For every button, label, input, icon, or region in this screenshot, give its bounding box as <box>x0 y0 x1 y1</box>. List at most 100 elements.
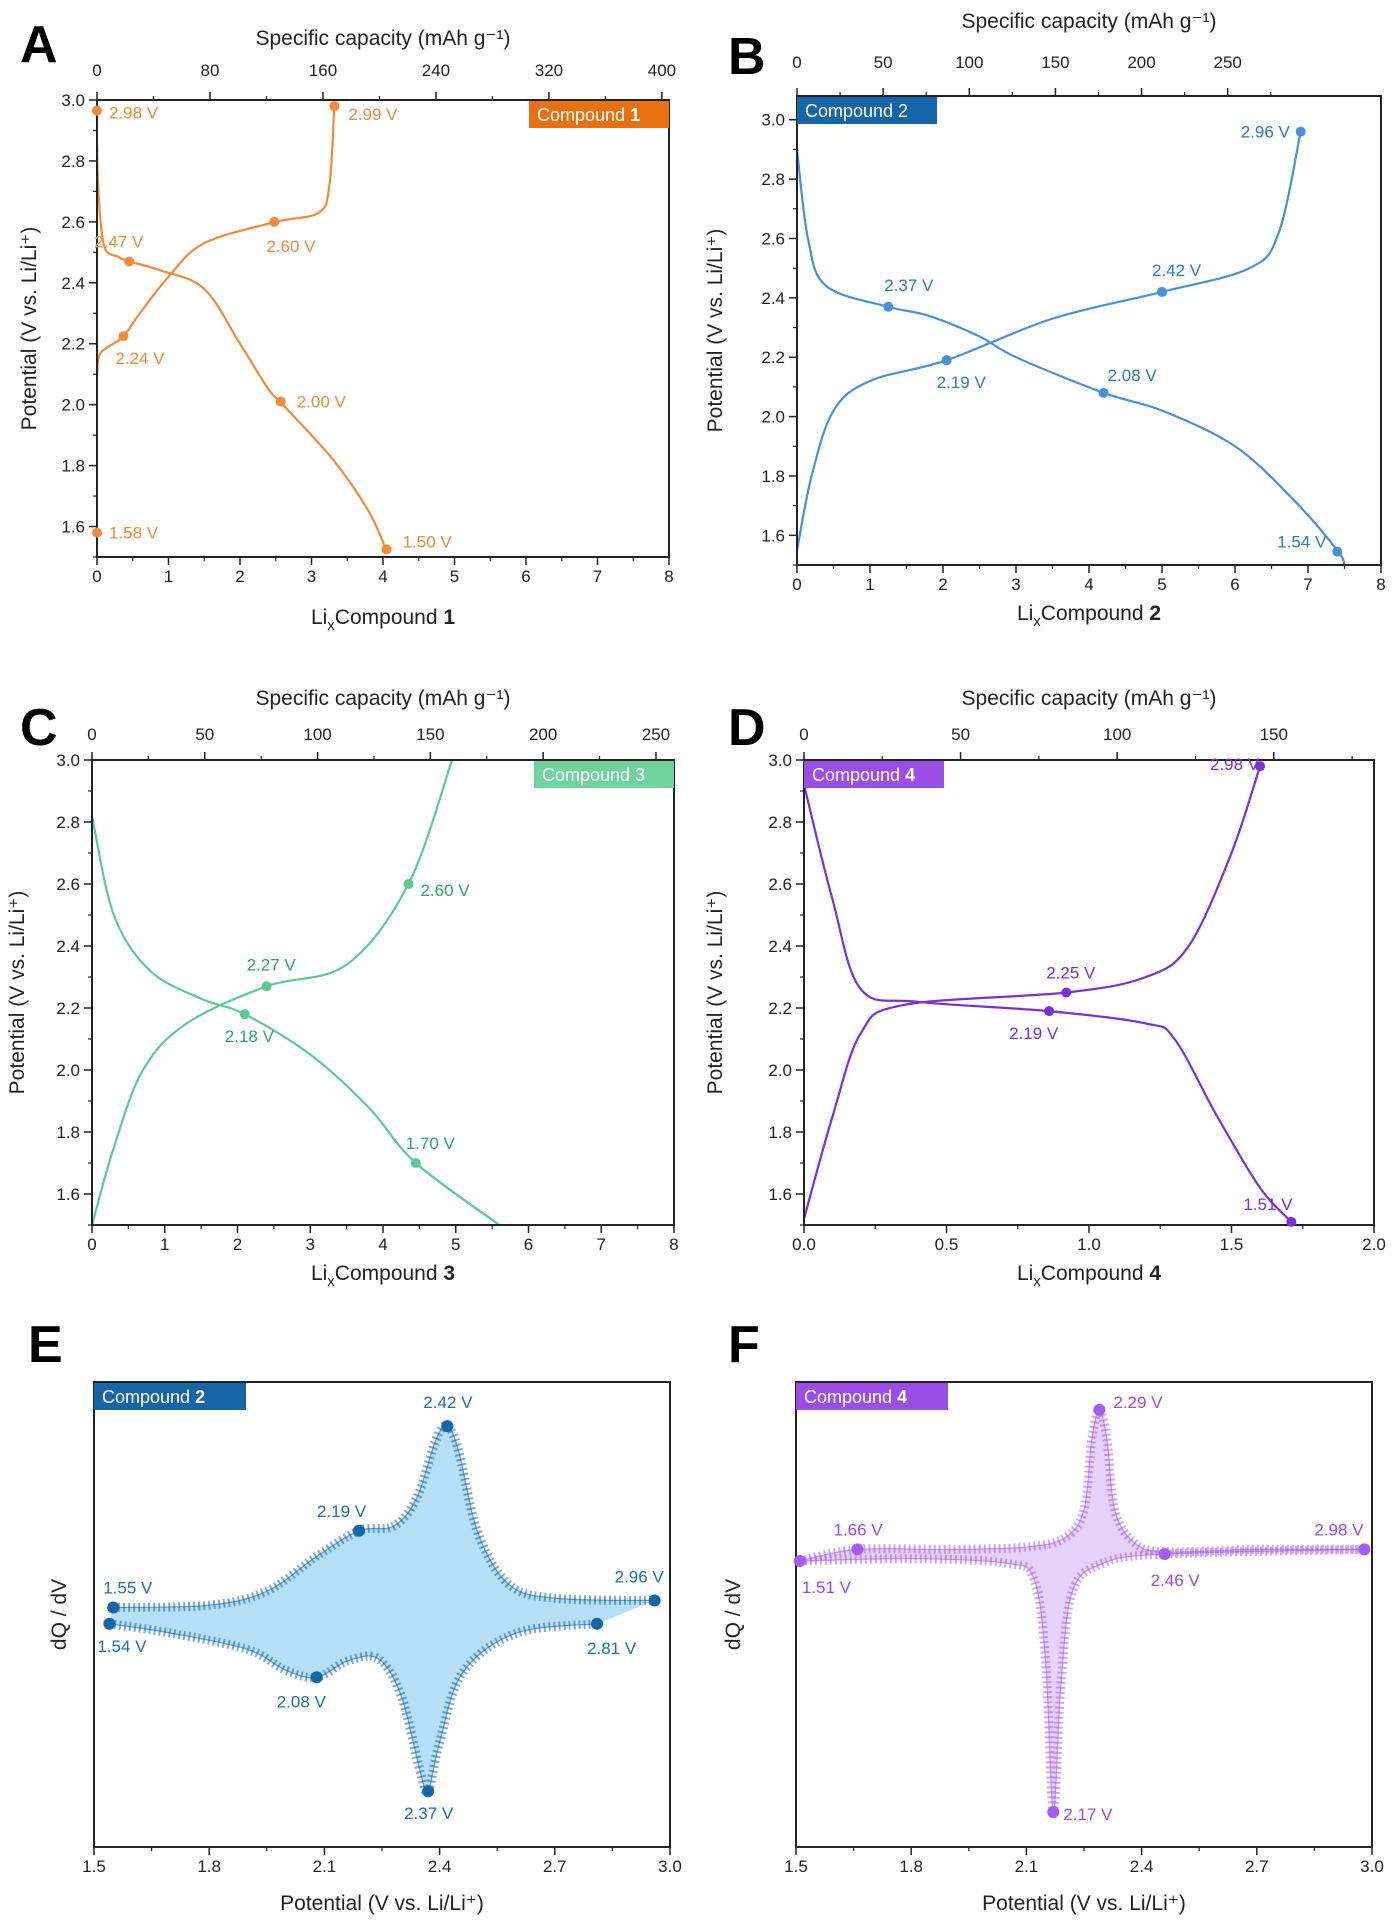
top-axis-title: Specific capacity (mAh g⁻¹) <box>256 687 511 710</box>
data-point-marker <box>329 101 340 112</box>
data-point-label: 1.51 V <box>802 1578 852 1597</box>
x-tick-label: 6 <box>521 567 530 586</box>
x-tick-label: 2.7 <box>543 1857 567 1876</box>
data-point-marker <box>793 1555 806 1568</box>
panel-d: D 0.0 0.5 1.0 1.5 2.0 1.6 1.8 2.0 2.2 2.4 2.6 2.8 3.0… <box>704 687 1386 1290</box>
x-tick-label: 2 <box>235 567 244 586</box>
panel-letter: B <box>728 28 766 86</box>
data-point-label: 2.37 V <box>404 1804 454 1823</box>
y-tick-label: 2.2 <box>61 335 85 354</box>
y-tick-label: 2.0 <box>56 1061 80 1080</box>
x-tick-label: 6 <box>1230 575 1239 594</box>
data-point-label: 2.96 V <box>615 1568 665 1587</box>
y-tick-label: 2.6 <box>61 213 85 232</box>
x-tick-label: 3 <box>306 1235 315 1254</box>
x-tick-label: 0 <box>792 575 801 594</box>
x-axis-title-text: Potential (V vs. Li/Li⁺) <box>280 1892 484 1915</box>
series-group <box>797 131 1346 565</box>
plot-frame <box>96 99 670 558</box>
y-tick-label: 1.8 <box>768 1123 792 1142</box>
y-tick-label: 2.0 <box>761 408 785 427</box>
x-tick-label: 2.7 <box>1245 1857 1269 1876</box>
area-fill <box>109 1425 655 1793</box>
data-point-marker <box>381 544 392 555</box>
top-tick-label: 0 <box>799 725 808 744</box>
x-axis-title: LixCompound 4 <box>1017 1262 1161 1290</box>
y-tick-label: 2.6 <box>761 229 785 248</box>
data-point-marker <box>1158 1548 1171 1561</box>
top-tick-label: 80 <box>201 61 220 80</box>
data-point-label: 1.55 V <box>103 1579 153 1598</box>
x-axis-title: LixCompound 2 <box>1017 602 1161 630</box>
x-tick-label: 0.5 <box>935 1235 959 1254</box>
plot-frame <box>803 759 1375 1226</box>
top-tick-label: 240 <box>422 61 450 80</box>
top-tick-label: 50 <box>195 725 214 744</box>
data-point-label: 2.98 V <box>109 104 159 123</box>
data-point-label: 2.27 V <box>247 955 297 974</box>
data-point-label: 2.17 V <box>1063 1805 1113 1824</box>
x-tick-label: 2.1 <box>313 1857 337 1876</box>
data-point-label: 2.81 V <box>587 1639 637 1658</box>
top-tick-label: 100 <box>303 725 331 744</box>
series-reduction <box>799 1548 1365 1813</box>
svg-text:Compound 2: Compound 2 <box>805 101 908 121</box>
x-tick-label: 5 <box>451 1235 460 1254</box>
x-axis-title-text: Compound <box>335 1262 444 1285</box>
top-tick-label: 150 <box>416 725 444 744</box>
badge-text: Compound 2 <box>805 101 908 121</box>
top-tick-label: 0 <box>92 61 101 80</box>
data-point-label: 2.98 V <box>1210 755 1260 774</box>
data-point-label: 2.99 V <box>348 105 398 124</box>
y-tick-label: 2.4 <box>768 937 792 956</box>
x-axis-subscript: x <box>327 1273 335 1290</box>
x-tick-label: 1 <box>160 1235 169 1254</box>
data-point-marker <box>883 301 894 312</box>
compound-badge: Compound 2 <box>94 1383 246 1410</box>
series-discharge <box>804 784 1293 1223</box>
top-tick-label: 250 <box>1213 53 1241 72</box>
top-axis-title: Specific capacity (mAh g⁻¹) <box>962 10 1217 33</box>
data-point-label: 2.08 V <box>277 1692 327 1711</box>
top-tick-label: 320 <box>535 61 563 80</box>
y-tick-label: 1.6 <box>768 1185 792 1204</box>
data-point-label: 2.60 V <box>420 881 470 900</box>
top-tick-label: 250 <box>642 725 670 744</box>
top-tick-label: 200 <box>529 725 557 744</box>
svg-text:Compound 4: Compound 4 <box>804 1387 907 1407</box>
x-axis-compound-number: 4 <box>1149 1262 1161 1285</box>
x-axis-compound-number: 2 <box>1149 602 1161 625</box>
data-point-marker <box>403 879 414 889</box>
data-point-marker <box>410 1158 421 1168</box>
data-point-label: 2.60 V <box>266 237 316 256</box>
data-point-marker <box>941 355 952 366</box>
x-tick-label: 4 <box>1084 575 1093 594</box>
data-point-marker <box>1093 1403 1106 1416</box>
data-point-marker <box>1255 761 1265 772</box>
data-point-label: 2.19 V <box>317 1502 367 1521</box>
data-point-marker <box>1157 286 1167 297</box>
y-tick-label: 1.8 <box>761 467 785 486</box>
svg-text:Compound 1: Compound 1 <box>537 105 640 125</box>
panel-f: F 1.5 1.8 2.1 2.4 2.7 3.0 Potential (V vs. Li/L… <box>722 1316 1384 1915</box>
data-point-label: 2.42 V <box>423 1393 473 1412</box>
top-tick-label: 200 <box>1127 53 1155 72</box>
data-point-label: 2.98 V <box>1314 1520 1364 1539</box>
data-point-label: 1.51 V <box>1243 1195 1293 1214</box>
data-point-marker <box>310 1671 323 1684</box>
x-tick-label: 1 <box>865 575 874 594</box>
x-tick-label: 1.0 <box>1077 1235 1101 1254</box>
data-point-label: 2.46 V <box>1151 1571 1201 1590</box>
data-point-marker <box>124 256 135 267</box>
series-oxidation <box>113 1425 655 1609</box>
data-point-marker <box>103 1617 116 1630</box>
x-axis-title: Potential (V vs. Li/Li⁺) <box>280 1892 484 1915</box>
top-tick-label: 160 <box>309 61 337 80</box>
series-discharge <box>797 149 1346 565</box>
data-point-marker <box>1295 126 1306 137</box>
data-point-marker <box>261 981 272 992</box>
top-axis-title: Specific capacity (mAh g⁻¹) <box>256 27 511 50</box>
data-point-label: 2.18 V <box>225 1027 275 1046</box>
y-axis-title: Potential (V vs. Li/Li⁺) <box>18 227 41 431</box>
